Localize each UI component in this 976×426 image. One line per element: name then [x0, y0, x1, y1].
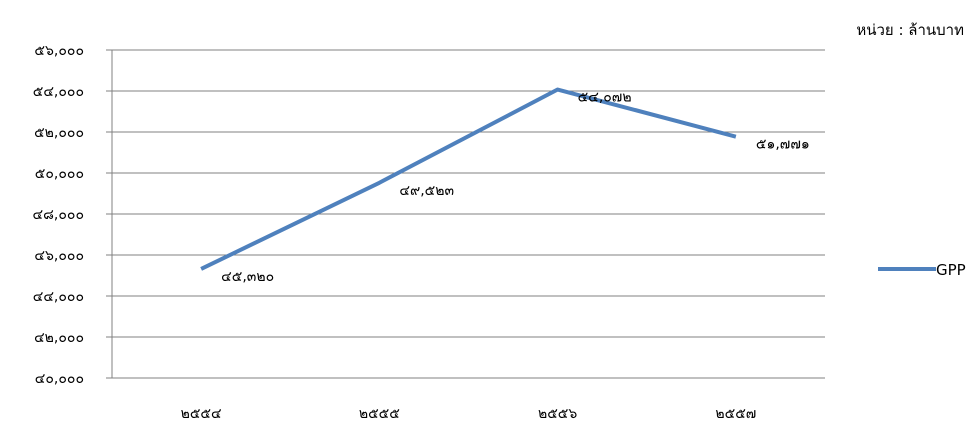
unit-label: หน่วย : ล้านบาท — [856, 21, 964, 39]
y-tick-labels: ๔๐,๐๐๐ ๔๒,๐๐๐ ๔๔,๐๐๐ ๔๖,๐๐๐ ๔๘,๐๐๐ ๕๐,๐๐๐ ๕๒,๐… — [33, 43, 84, 387]
axes — [111, 50, 825, 379]
data-label: ๕๑,๗๗๑ — [756, 137, 810, 153]
y-tick-label: ๔๔,๐๐๐ — [33, 289, 84, 305]
data-label: ๔๕,๓๒๐ — [221, 269, 274, 285]
gridlines — [106, 49, 825, 379]
y-tick-label: ๕๔,๐๐๐ — [33, 84, 84, 100]
y-tick-label: ๕๐,๐๐๐ — [35, 166, 84, 182]
y-tick-label: ๔๖,๐๐๐ — [34, 248, 84, 264]
y-tick-label: ๔๒,๐๐๐ — [34, 330, 84, 346]
legend-label-gpp: GPP — [936, 261, 966, 279]
y-tick-label: ๕๖,๐๐๐ — [34, 43, 84, 59]
x-tick-label: ๒๕๕๔ — [181, 406, 222, 422]
data-label: ๕๔,๐๗๒ — [578, 90, 632, 106]
legend: GPP — [878, 261, 966, 279]
x-tick-labels: ๒๕๕๔ ๒๕๕๕ ๒๕๕๖ ๒๕๕๗ — [181, 406, 757, 422]
y-tick-label: ๕๒,๐๐๐ — [34, 125, 84, 141]
series-line-gpp — [200, 87, 737, 271]
y-tick-label: ๔๐,๐๐๐ — [35, 371, 84, 387]
x-tick-label: ๒๕๕๕ — [359, 406, 400, 422]
series-group — [200, 87, 737, 271]
y-tick-label: ๔๘,๐๐๐ — [33, 207, 84, 223]
x-tick-label: ๒๕๕๖ — [538, 406, 577, 422]
data-label: ๔๙,๕๒๓ — [399, 183, 454, 199]
x-tick-label: ๒๕๕๗ — [715, 406, 756, 422]
